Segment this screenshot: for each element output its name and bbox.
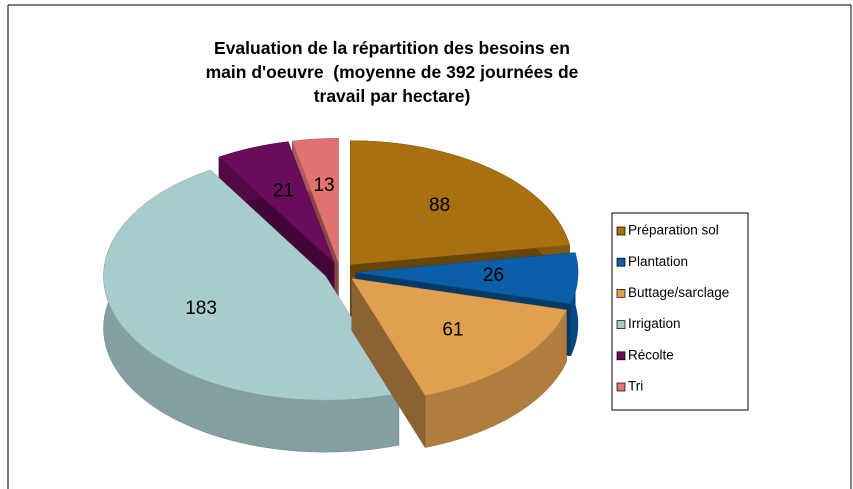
legend-label: Tri [628,379,643,394]
slice [292,138,339,263]
slice [351,278,567,396]
slice [103,169,400,401]
legend-swatch [616,289,626,298]
legend-swatch [616,320,626,329]
value-label: 13 [313,175,334,196]
legend-swatch [616,351,626,361]
legend-swatch [616,382,626,392]
legend-box [611,212,749,411]
value-label: 21 [273,181,294,202]
value-label: 26 [483,265,504,286]
value-label: 88 [429,195,450,216]
legend-label: Préparation sol [628,223,719,238]
legend-label: Plantation [628,254,688,269]
legend-label: Récolte [628,347,674,362]
legend-label: Buttage/sarclage [628,285,729,300]
slice [218,141,335,264]
legend-label: Irrigation [628,316,681,331]
value-label: 183 [185,298,217,319]
slice [355,252,579,305]
slice [350,140,570,265]
chart-title: Evaluation de la répartition des besoins… [205,38,584,106]
legend-swatch [616,257,626,267]
legend-swatch [616,226,626,236]
value-label: 61 [442,320,463,341]
